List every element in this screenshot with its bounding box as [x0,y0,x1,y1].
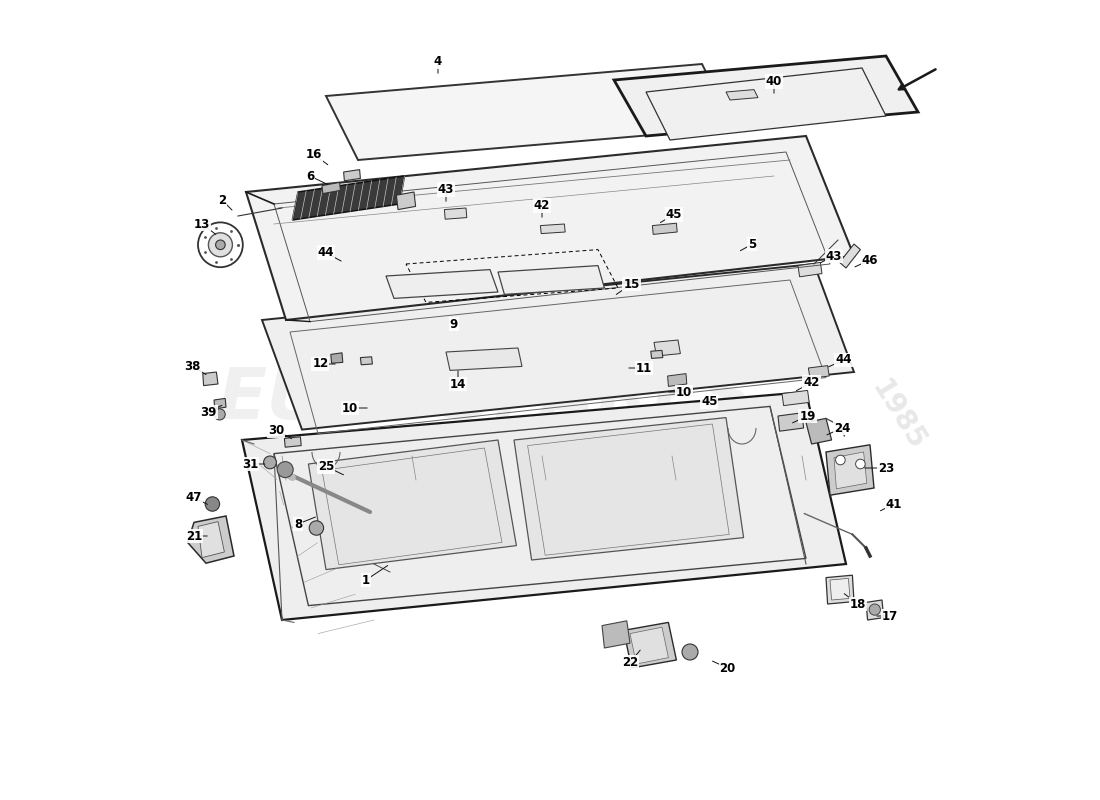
Text: EUROSPARES: EUROSPARES [218,366,755,434]
Polygon shape [331,353,343,363]
Polygon shape [322,182,340,194]
Circle shape [682,644,698,660]
Polygon shape [668,374,686,386]
Text: 45: 45 [701,395,717,408]
Circle shape [216,240,225,250]
Text: 41: 41 [886,498,902,510]
Polygon shape [326,64,734,160]
Text: 15: 15 [624,278,640,290]
Polygon shape [396,192,416,210]
Polygon shape [614,56,918,136]
Polygon shape [839,244,860,268]
Text: 39: 39 [200,406,217,418]
Polygon shape [293,176,405,220]
Text: 16: 16 [306,148,322,161]
Text: 19: 19 [800,410,816,422]
Polygon shape [778,413,804,431]
Text: 8: 8 [294,518,302,530]
Text: 40: 40 [766,75,782,88]
Polygon shape [285,437,301,447]
Polygon shape [782,390,810,406]
Polygon shape [246,136,854,320]
Polygon shape [214,398,225,409]
Text: 22: 22 [621,656,638,669]
Text: 18: 18 [850,598,866,610]
Polygon shape [651,350,663,358]
Polygon shape [446,348,522,370]
Polygon shape [188,516,234,563]
Circle shape [277,462,294,478]
Text: 25: 25 [318,460,334,473]
Polygon shape [498,266,604,294]
Text: 4: 4 [433,55,442,68]
Polygon shape [361,357,373,365]
Polygon shape [308,440,516,570]
Circle shape [869,604,880,615]
Polygon shape [866,600,883,620]
Text: 20: 20 [719,662,736,674]
Polygon shape [198,522,224,558]
Text: 12: 12 [312,358,329,370]
Polygon shape [798,262,822,277]
Text: 31: 31 [242,458,258,470]
Polygon shape [646,68,886,140]
Circle shape [208,233,232,257]
Text: 47: 47 [186,491,202,504]
Polygon shape [830,578,850,600]
Polygon shape [652,223,678,234]
Text: 24: 24 [834,422,850,434]
Text: 30: 30 [268,424,285,437]
Polygon shape [202,372,218,386]
Text: 5: 5 [748,238,757,250]
Polygon shape [726,90,758,100]
Circle shape [836,455,845,465]
Polygon shape [386,270,498,298]
Circle shape [214,409,225,420]
Text: 9: 9 [450,318,458,330]
Polygon shape [808,366,829,378]
Text: 44: 44 [318,246,334,259]
Polygon shape [343,170,361,181]
Polygon shape [654,340,681,356]
Circle shape [309,521,323,535]
Polygon shape [514,418,744,560]
Polygon shape [826,445,875,495]
Text: 11: 11 [636,362,651,374]
Circle shape [206,497,220,511]
Text: 45: 45 [666,208,682,221]
Polygon shape [602,621,630,648]
Text: 38: 38 [184,360,200,373]
Text: 1985: 1985 [866,376,931,456]
Polygon shape [242,392,846,620]
Polygon shape [826,575,854,604]
Circle shape [264,456,276,469]
Text: 44: 44 [835,354,851,366]
Text: 42: 42 [803,376,820,389]
Text: a passion for italian cars: a passion for italian cars [359,462,614,482]
Text: 14: 14 [450,378,466,390]
Text: 6: 6 [306,170,315,182]
Polygon shape [262,264,854,430]
Polygon shape [630,627,669,664]
Text: 17: 17 [882,610,898,622]
Polygon shape [540,224,565,234]
Text: 2: 2 [218,194,227,206]
Text: 10: 10 [342,402,359,414]
Text: 1: 1 [362,574,370,586]
Text: 46: 46 [861,254,878,266]
Polygon shape [444,208,466,219]
Text: 10: 10 [675,386,692,398]
Text: 13: 13 [194,218,210,230]
Polygon shape [624,622,676,668]
Circle shape [856,459,866,469]
Polygon shape [834,452,867,489]
Polygon shape [806,418,832,444]
Text: 21: 21 [186,530,202,542]
Text: 43: 43 [826,250,843,262]
Text: 23: 23 [878,462,894,474]
Text: 42: 42 [534,199,550,212]
Text: 43: 43 [438,183,454,196]
